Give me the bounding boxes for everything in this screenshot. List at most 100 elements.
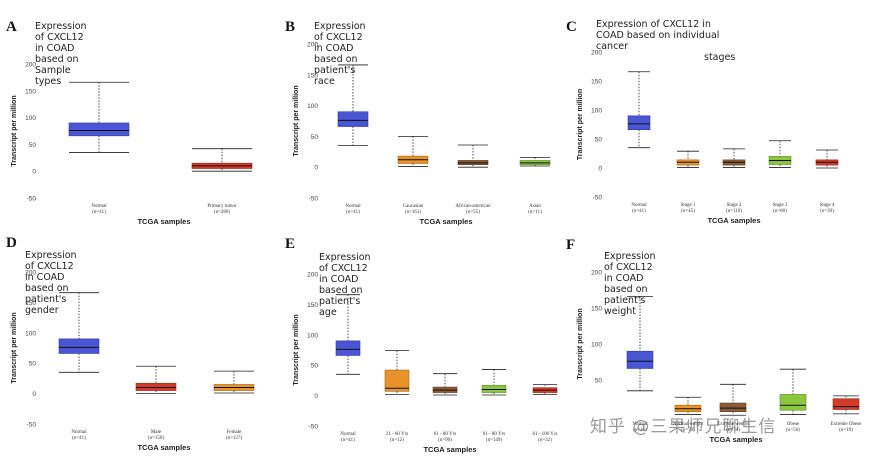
x-category-count: (n=149): [486, 438, 502, 443]
panel-title-f: Expression of CXCL12 in COAD based on pa…: [604, 251, 656, 317]
chart-b: -50 0 50 100 150 200 Transcript per million Nor…: [293, 42, 551, 226]
x-category-label: 61 - 80 Yrs: [434, 432, 457, 437]
y-tick-label: 50: [29, 142, 37, 149]
y-tick-label: 200: [307, 42, 318, 49]
panel-letter-e: E: [285, 236, 296, 252]
x-category-count: (n=12): [390, 438, 404, 443]
x-category-count: (n=286): [214, 210, 230, 215]
y-tick-label: 100: [307, 332, 318, 339]
y-tick-label: 0: [32, 391, 36, 398]
x-category-label: Normal weight: [673, 422, 704, 427]
y-tick-label: -50: [309, 424, 319, 431]
x-category-label: Normal: [632, 422, 648, 427]
x-category-label: Male: [151, 430, 162, 435]
x-category-count: (n=74): [726, 428, 740, 433]
box-iqr: [779, 394, 807, 411]
x-category-count: (n=41): [92, 210, 106, 215]
y-tick-label: 150: [591, 306, 602, 313]
box-iqr: [335, 340, 361, 356]
panel-letter-f: F: [566, 237, 576, 253]
y-tick-label: 100: [591, 342, 602, 349]
y-tick-label: 0: [32, 169, 36, 176]
y-tick-label: 0: [314, 165, 318, 172]
panel-letter-d: D: [6, 235, 17, 251]
y-tick-label: -50: [593, 195, 603, 202]
y-tick-label: -50: [27, 422, 37, 429]
box-iqr: [626, 350, 654, 369]
x-category-count: (n=41): [72, 436, 86, 441]
x-category-count: (n=32): [538, 438, 552, 443]
y-tick-label: 150: [25, 88, 36, 95]
x-category-count: (n=56): [786, 428, 800, 433]
y-tick-label: -50: [309, 196, 319, 203]
watermark-text: 知乎 @三果师兄聊生信: [590, 417, 777, 437]
panel-title-d: Expression of CXCL12 in COAD based on pa…: [25, 250, 77, 316]
y-tick-label: 200: [591, 50, 602, 57]
y-tick-label: 100: [25, 330, 36, 337]
panel-letter-c: C: [566, 19, 577, 35]
y-axis-title: Transcript per million: [577, 89, 584, 160]
x-category-count: (n=55): [466, 210, 480, 215]
x-category-count: (n=41): [346, 210, 360, 215]
y-tick-label: 50: [595, 137, 603, 144]
y-tick-label: 0: [598, 166, 602, 173]
y-tick-label: 100: [591, 108, 602, 115]
panel-title-b: Expression of CXCL12 in COAD based on pa…: [314, 21, 366, 87]
x-axis-title: TCGA samples: [419, 217, 472, 226]
x-category-count: (n=80): [773, 209, 787, 214]
panel-title-e: Expression of CXCL12 in COAD based on pa…: [319, 252, 371, 318]
panel-title-c: Expression of CXCL12 in COAD based on in…: [596, 19, 735, 63]
y-axis-title: Transcript per million: [577, 308, 584, 379]
chart-c: -50 0 50 100 150 200 Transcript per million Nor…: [577, 50, 839, 225]
x-category-count: (n=10): [839, 428, 853, 433]
x-category-count: (n=110): [726, 209, 742, 214]
chart-d: -50 0 50 100 150 200 Transcript per million Nor…: [11, 270, 255, 452]
chart-a: -50 0 50 100 150 200 Transcript per million Nor…: [11, 62, 253, 226]
panel-title-c-line2: stages: [704, 52, 736, 63]
y-tick-label: 150: [25, 300, 36, 307]
box-iqr: [337, 111, 369, 127]
x-category-count: (n=150): [148, 436, 164, 441]
x-axis-title: TCGA samples: [137, 443, 190, 452]
x-category-label: Caucasian: [403, 204, 424, 209]
y-tick-label: 200: [307, 272, 318, 279]
x-category-count: (n=39): [820, 209, 834, 214]
x-category-label: African-american: [455, 204, 491, 209]
y-tick-label: 50: [311, 134, 319, 141]
x-category-count: (n=41): [341, 438, 355, 443]
y-tick-label: 200: [591, 270, 602, 277]
box-iqr: [384, 369, 410, 392]
box-iqr: [58, 338, 100, 354]
panel-title-c-line1: Expression of CXCL12 in COAD based on in…: [596, 19, 720, 52]
box-iqr: [832, 398, 860, 410]
x-category-label: Primary tumor: [207, 204, 237, 209]
box-iqr: [135, 382, 177, 391]
chart-e: -50 0 50 100 150 200 Transcript per million Nor…: [293, 272, 558, 455]
x-category-label: Female: [227, 430, 242, 435]
x-category-label: Extreme Obese: [831, 422, 862, 427]
x-category-label: 61 - 80 Yrs: [483, 432, 506, 437]
x-category-label: Stage 2: [727, 203, 742, 208]
y-tick-label: 150: [591, 79, 602, 86]
y-tick-label: 50: [595, 378, 603, 385]
y-tick-label: -50: [27, 196, 37, 203]
y-tick-label: 50: [311, 363, 319, 370]
y-tick-label: 100: [307, 103, 318, 110]
chart-f: 50 100 150 200 Transcript per million Normal (…: [577, 270, 862, 445]
box-iqr: [719, 402, 747, 412]
x-category-label: Normal: [91, 204, 107, 209]
y-axis-title: Transcript per million: [11, 95, 18, 166]
x-category-label: Obese: [787, 422, 800, 427]
y-tick-label: 150: [307, 72, 318, 79]
x-category-count: (n=41): [632, 209, 646, 214]
y-tick-label: 0: [314, 393, 318, 400]
y-tick-label: 200: [25, 62, 36, 69]
x-category-count: (n=45): [681, 209, 695, 214]
y-tick-label: 50: [29, 361, 37, 368]
x-category-label: Normal: [631, 203, 647, 208]
x-axis-title: TCGA samples: [709, 435, 762, 444]
y-tick-label: 200: [25, 270, 36, 277]
x-category-count: (n=90): [438, 438, 452, 443]
y-tick-label: 100: [25, 115, 36, 122]
x-axis-title: TCGA samples: [137, 217, 190, 226]
